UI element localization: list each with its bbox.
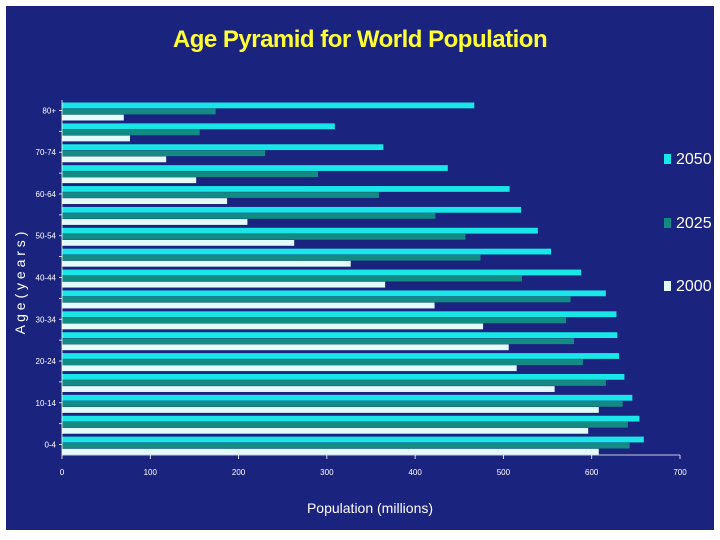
bar-2050-80+ bbox=[62, 102, 475, 109]
bars-group bbox=[62, 102, 644, 455]
bar-2050-70-74 bbox=[62, 144, 384, 151]
legend-swatch-2050 bbox=[664, 154, 671, 164]
legend-swatch-2000 bbox=[664, 281, 671, 291]
y-tick-label: 80+ bbox=[42, 106, 56, 115]
x-tick-label: 0 bbox=[60, 468, 65, 477]
bar-2000-75-79 bbox=[62, 135, 130, 142]
bar-2050-20-24 bbox=[62, 353, 620, 359]
bar-2050-45-49 bbox=[62, 248, 552, 255]
x-ticks-group: 0 100 200 300 400 500 600 700 bbox=[60, 455, 687, 477]
bar-2000-80+ bbox=[62, 114, 124, 121]
x-tick-label: 200 bbox=[232, 468, 246, 477]
bar-2025-20-24 bbox=[62, 359, 583, 365]
bar-2050-25-29 bbox=[62, 332, 618, 339]
bar-2025-25-29 bbox=[62, 338, 575, 345]
bar-2000-10-14 bbox=[62, 407, 599, 413]
bar-2050-65-69 bbox=[62, 165, 448, 171]
bar-2050-35-39 bbox=[62, 290, 606, 297]
bar-2050-15-19 bbox=[62, 373, 625, 380]
bar-2050-0-4 bbox=[62, 436, 644, 443]
bar-2050-5-9 bbox=[62, 415, 640, 422]
bar-2000-60-64 bbox=[62, 198, 228, 205]
bar-2025-5-9 bbox=[62, 421, 628, 428]
x-tick-label: 600 bbox=[585, 468, 599, 477]
bar-2000-65-69 bbox=[62, 177, 197, 184]
bar-2025-15-19 bbox=[62, 380, 606, 386]
bar-2000-50-54 bbox=[62, 239, 295, 246]
bar-2000-15-19 bbox=[62, 386, 555, 392]
y-tick-label: 40-44 bbox=[36, 274, 57, 283]
x-tick-label: 700 bbox=[673, 468, 687, 477]
bar-2025-35-39 bbox=[62, 296, 571, 303]
legend-label-2025: 2025 bbox=[676, 215, 712, 232]
bar-2025-70-74 bbox=[62, 150, 266, 157]
legend: 2050 2025 2000 bbox=[664, 151, 712, 295]
y-tick-label: 70-74 bbox=[36, 148, 57, 157]
bar-2025-40-44 bbox=[62, 275, 522, 282]
x-tick-label: 300 bbox=[320, 468, 334, 477]
y-tick-label: 10-14 bbox=[36, 399, 57, 408]
bar-2025-50-54 bbox=[62, 233, 466, 240]
x-axis-label: Population (millions) bbox=[307, 500, 433, 516]
bar-2000-25-29 bbox=[62, 344, 509, 351]
bar-2025-55-59 bbox=[62, 213, 436, 219]
x-tick-label: 400 bbox=[408, 468, 422, 477]
bar-2025-10-14 bbox=[62, 400, 623, 407]
chart-title: Age Pyramid for World Population bbox=[172, 26, 548, 53]
bar-2025-80+ bbox=[62, 108, 216, 115]
bar-2000-30-34 bbox=[62, 323, 484, 330]
bar-2025-45-49 bbox=[62, 254, 481, 261]
bar-2025-30-34 bbox=[62, 317, 567, 324]
bar-2025-60-64 bbox=[62, 192, 379, 198]
bar-2025-75-79 bbox=[62, 129, 200, 136]
bar-2000-40-44 bbox=[62, 281, 386, 288]
y-tick-label: 0-4 bbox=[44, 441, 56, 450]
bar-2000-0-4 bbox=[62, 448, 599, 455]
y-axis-label: A g e ( y e a r s ) bbox=[12, 232, 28, 335]
bar-2000-45-49 bbox=[62, 260, 351, 267]
bar-2050-55-59 bbox=[62, 206, 522, 213]
x-tick-label: 100 bbox=[144, 468, 158, 477]
y-ticks-group: 0-4 10-14 20-24 30-34 40-44 50-54 60-64 70-74 80… bbox=[36, 106, 62, 450]
legend-swatch-2025 bbox=[664, 218, 671, 228]
bar-2000-70-74 bbox=[62, 156, 167, 163]
bar-2025-65-69 bbox=[62, 171, 319, 178]
bar-2050-50-54 bbox=[62, 227, 538, 234]
bar-2000-55-59 bbox=[62, 219, 248, 225]
bar-2050-75-79 bbox=[62, 123, 335, 130]
legend-label-2050: 2050 bbox=[676, 151, 712, 168]
bar-2050-30-34 bbox=[62, 311, 617, 318]
slide-background bbox=[6, 6, 714, 530]
y-tick-label: 60-64 bbox=[36, 190, 57, 199]
bar-2000-35-39 bbox=[62, 302, 435, 309]
bar-2000-5-9 bbox=[62, 427, 589, 434]
y-tick-label: 30-34 bbox=[36, 315, 57, 324]
y-tick-label: 20-24 bbox=[36, 357, 57, 366]
bar-2050-10-14 bbox=[62, 394, 633, 401]
legend-label-2000: 2000 bbox=[676, 278, 712, 295]
bar-2050-40-44 bbox=[62, 269, 582, 276]
x-tick-label: 500 bbox=[497, 468, 511, 477]
y-tick-label: 50-54 bbox=[36, 232, 57, 241]
bar-2000-20-24 bbox=[62, 365, 517, 372]
bar-2025-0-4 bbox=[62, 442, 630, 449]
bar-2050-60-64 bbox=[62, 186, 510, 192]
